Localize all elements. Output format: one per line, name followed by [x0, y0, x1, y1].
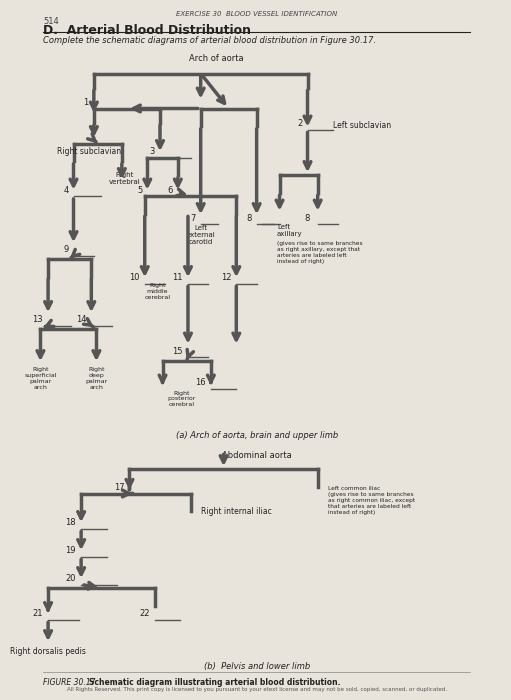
- Text: Right
posterior
cerebral: Right posterior cerebral: [168, 391, 196, 407]
- Text: Right internal iliac: Right internal iliac: [201, 507, 271, 515]
- Text: 5: 5: [137, 186, 142, 195]
- Text: Abdominal aorta: Abdominal aorta: [222, 452, 291, 461]
- Text: D.  Arterial Blood Distribution: D. Arterial Blood Distribution: [43, 25, 251, 38]
- Text: Right dorsalis pedis: Right dorsalis pedis: [10, 648, 86, 657]
- Text: 4: 4: [63, 186, 68, 195]
- Text: 20: 20: [65, 574, 76, 583]
- Text: Complete the schematic diagrams of arterial blood distribution in Figure 30.17.: Complete the schematic diagrams of arter…: [43, 36, 376, 46]
- Text: 17: 17: [114, 483, 124, 492]
- Text: Right
deep
palmar
arch: Right deep palmar arch: [85, 368, 107, 390]
- Text: 2: 2: [297, 119, 303, 128]
- Text: Right
vertebral: Right vertebral: [108, 172, 140, 185]
- Text: Right
superficial
palmar
arch: Right superficial palmar arch: [24, 368, 57, 390]
- Text: 14: 14: [76, 315, 86, 324]
- Text: 16: 16: [195, 378, 206, 387]
- Text: Right subclavian: Right subclavian: [57, 147, 121, 156]
- Text: (b)  Pelvis and lower limb: (b) Pelvis and lower limb: [203, 662, 310, 671]
- Text: Left common iliac
(gives rise to same branches
as right common iliac, except
tha: Left common iliac (gives rise to same br…: [328, 486, 415, 514]
- Text: Schematic diagram illustrating arterial blood distribution.: Schematic diagram illustrating arterial …: [89, 678, 340, 687]
- Text: 19: 19: [65, 546, 76, 555]
- Text: FIGURE 30.17: FIGURE 30.17: [43, 678, 103, 687]
- Text: (a) Arch of aorta, brain and upper limb: (a) Arch of aorta, brain and upper limb: [175, 430, 338, 440]
- Text: 7: 7: [190, 214, 196, 223]
- Text: 22: 22: [140, 609, 150, 618]
- Text: 9: 9: [63, 245, 68, 254]
- Text: Left
axillary: Left axillary: [277, 224, 303, 237]
- Text: 13: 13: [32, 315, 43, 324]
- Text: Arch of aorta: Arch of aorta: [189, 54, 243, 63]
- Text: 6: 6: [167, 186, 173, 195]
- Text: Left
external
carotid: Left external carotid: [187, 225, 215, 246]
- Text: 514: 514: [43, 18, 59, 27]
- Text: Right
middle
cerebral: Right middle cerebral: [145, 284, 171, 300]
- Text: 11: 11: [172, 273, 183, 282]
- Text: EXERCISE 30  BLOOD VESSEL IDENTIFICATION: EXERCISE 30 BLOOD VESSEL IDENTIFICATION: [176, 10, 337, 17]
- Text: All Rights Reserved. This print copy is licensed to you pursuant to your etext l: All Rights Reserved. This print copy is …: [66, 687, 447, 692]
- Text: 1: 1: [83, 98, 89, 107]
- Text: Left subclavian: Left subclavian: [333, 120, 391, 130]
- Text: 10: 10: [129, 273, 140, 282]
- Text: 21: 21: [33, 609, 43, 618]
- Text: 8: 8: [246, 214, 251, 223]
- Text: 18: 18: [65, 518, 76, 527]
- Text: 3: 3: [150, 147, 155, 156]
- Text: (gives rise to same branches
as right axillary, except that
arteries are labeled: (gives rise to same branches as right ax…: [277, 241, 363, 264]
- Text: 12: 12: [221, 273, 231, 282]
- Text: 15: 15: [172, 346, 183, 356]
- Text: 8: 8: [305, 214, 313, 223]
